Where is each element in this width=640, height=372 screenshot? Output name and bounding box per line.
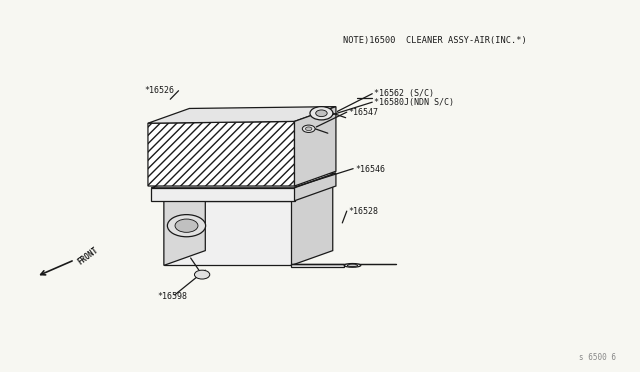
Polygon shape bbox=[148, 107, 336, 123]
Text: *16547: *16547 bbox=[349, 108, 379, 118]
Text: *16580J(NDN S/C): *16580J(NDN S/C) bbox=[374, 99, 454, 108]
Polygon shape bbox=[151, 173, 336, 188]
Circle shape bbox=[302, 125, 315, 132]
Circle shape bbox=[305, 127, 312, 131]
Text: *16562 (S/C): *16562 (S/C) bbox=[374, 89, 434, 98]
Circle shape bbox=[168, 215, 205, 237]
Circle shape bbox=[195, 270, 210, 279]
Polygon shape bbox=[164, 201, 291, 265]
Text: s 6500 6: s 6500 6 bbox=[579, 353, 616, 362]
Polygon shape bbox=[151, 188, 294, 201]
Text: *16526: *16526 bbox=[145, 86, 175, 95]
Text: NOTE)16500  CLEANER ASSY-AIR(INC.*): NOTE)16500 CLEANER ASSY-AIR(INC.*) bbox=[343, 36, 527, 45]
Polygon shape bbox=[164, 186, 205, 265]
Polygon shape bbox=[294, 107, 336, 186]
Circle shape bbox=[175, 219, 198, 232]
Polygon shape bbox=[291, 186, 333, 265]
Text: *16598: *16598 bbox=[157, 292, 188, 301]
Circle shape bbox=[316, 110, 327, 116]
Text: *16528: *16528 bbox=[349, 207, 379, 217]
Circle shape bbox=[310, 107, 333, 120]
Ellipse shape bbox=[348, 264, 358, 267]
Text: *16546: *16546 bbox=[355, 165, 385, 174]
Ellipse shape bbox=[344, 263, 361, 267]
Polygon shape bbox=[164, 186, 333, 201]
Polygon shape bbox=[148, 121, 294, 186]
Polygon shape bbox=[294, 173, 336, 201]
Polygon shape bbox=[291, 263, 344, 267]
Text: FRONT: FRONT bbox=[77, 246, 100, 267]
